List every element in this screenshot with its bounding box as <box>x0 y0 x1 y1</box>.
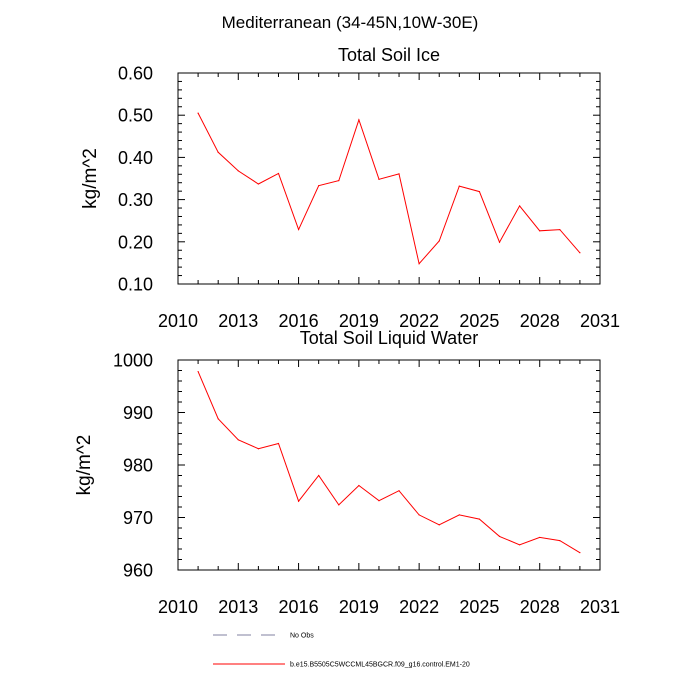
y-tick-label: 0.30 <box>118 190 153 210</box>
data-point <box>197 370 199 373</box>
data-point <box>539 536 541 539</box>
data-point <box>217 151 219 153</box>
data-point <box>358 119 360 121</box>
data-point <box>418 514 420 516</box>
data-point <box>217 418 219 420</box>
x-tick-label: 2025 <box>459 597 499 617</box>
y-tick-label: 0.60 <box>118 64 153 84</box>
x-tick-label: 2016 <box>279 597 319 617</box>
y-tick-label: 0.40 <box>118 148 153 168</box>
figure-suptitle: Mediterranean (34-45N,10W-30E) <box>222 13 479 32</box>
data-point <box>237 170 239 172</box>
data-point <box>478 518 481 520</box>
data-point <box>458 514 460 516</box>
x-tick-label: 2028 <box>520 597 560 617</box>
data-point <box>418 263 420 265</box>
y-tick-label: 1000 <box>113 351 153 371</box>
y-tick-label: 990 <box>123 403 153 423</box>
y-tick-label: 960 <box>123 561 153 581</box>
legend: No Obs b.e15.B5505C5WCCML45BGCR.f09_g16.… <box>213 633 470 669</box>
x-tick-label: 2022 <box>399 311 439 331</box>
y-tick-label: 0.50 <box>118 106 153 126</box>
data-point <box>378 178 380 180</box>
x-tick-label: 2031 <box>580 311 620 331</box>
x-tick-label: 2028 <box>520 311 560 331</box>
y-tick-label: 0.20 <box>118 232 153 252</box>
x-tick-label: 2031 <box>580 597 620 617</box>
data-point <box>257 448 259 450</box>
data-point <box>277 442 280 445</box>
y-tick-label: 0.10 <box>118 275 153 295</box>
data-point <box>478 190 481 193</box>
data-point <box>498 535 501 538</box>
legend-label-no-obs: No Obs <box>290 633 314 640</box>
data-point <box>338 504 340 506</box>
y-axis-label: kg/m^2 <box>74 435 95 496</box>
data-point <box>438 240 440 242</box>
x-tick-label: 2019 <box>339 597 379 617</box>
data-point <box>318 185 320 187</box>
data-point <box>519 544 521 546</box>
chart-title: Total Soil Ice <box>338 45 440 65</box>
data-point <box>358 484 360 487</box>
panel-total-soil-liquid-water: Total Soil Liquid Water kg/m^2 2010 2013 201… <box>74 328 620 617</box>
x-tick-label: 2013 <box>218 311 258 331</box>
data-point <box>559 228 561 231</box>
x-tick-label: 2010 <box>158 597 198 617</box>
panel-total-soil-ice: Total Soil Ice kg/m^2 2010 2013 2016 2019 2022… <box>80 45 620 331</box>
x-tick-label: 2025 <box>459 311 499 331</box>
y-tick-label: 970 <box>123 508 153 528</box>
data-point <box>378 500 380 502</box>
x-tick-label: 2019 <box>339 311 379 331</box>
data-point <box>297 228 300 231</box>
data-point <box>579 552 581 554</box>
x-tick-label: 2022 <box>399 597 439 617</box>
chart-title: Total Soil Liquid Water <box>300 328 478 348</box>
data-point <box>559 540 561 542</box>
data-point <box>498 241 501 243</box>
data-point <box>318 474 320 477</box>
data-point <box>297 500 300 502</box>
x-tick-label: 2010 <box>158 311 198 331</box>
data-point <box>237 439 239 441</box>
legend-label-model: b.e15.B5505C5WCCML45BGCR.f09_g16.control… <box>290 662 470 669</box>
x-tick-label: 2016 <box>279 311 319 331</box>
data-point <box>197 112 199 114</box>
data-point <box>257 183 259 185</box>
y-tick-label: 980 <box>123 456 153 476</box>
data-point <box>519 205 521 207</box>
data-point <box>579 252 581 254</box>
data-point <box>438 524 440 526</box>
series-line-0 <box>197 371 581 554</box>
data-point <box>398 173 400 175</box>
data-point <box>338 180 340 182</box>
data-point <box>458 185 460 187</box>
plot-frame <box>177 72 601 285</box>
x-tick-label: 2013 <box>218 597 258 617</box>
data-point <box>539 230 541 232</box>
data-point <box>277 172 280 175</box>
series-line-0 <box>197 112 581 265</box>
data-point <box>398 490 400 492</box>
y-axis-label: kg/m^2 <box>80 148 101 209</box>
